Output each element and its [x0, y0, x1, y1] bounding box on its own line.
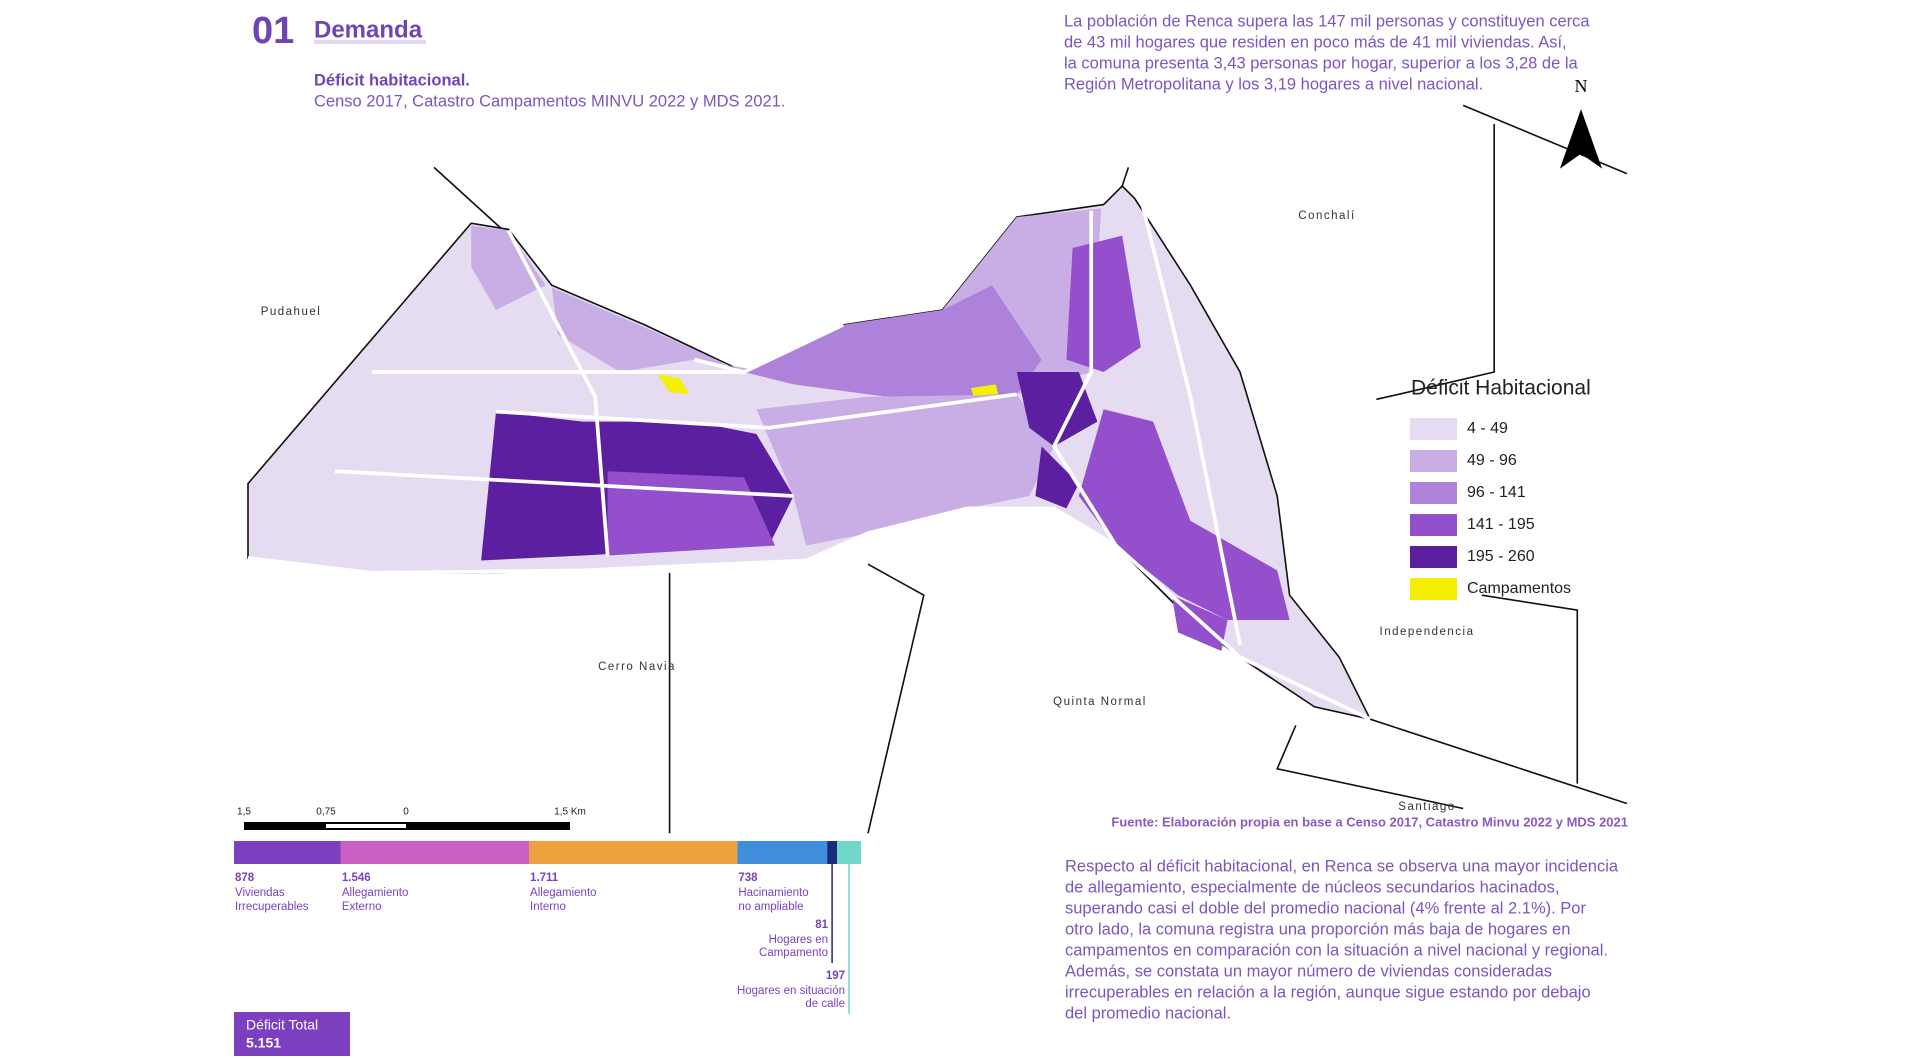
scale-label: 1,5: [237, 807, 251, 818]
total-label: Déficit Total: [246, 1017, 318, 1033]
breakdown-segment: [529, 841, 738, 864]
segment-label: Irrecuperables: [235, 901, 309, 913]
zone: [756, 394, 1054, 546]
legend-label: 195 - 260: [1467, 548, 1535, 565]
segment-value: 738: [738, 872, 758, 884]
breakdown-segment: [234, 841, 341, 864]
place-label: Cerro Navia: [598, 661, 676, 673]
zone: [744, 285, 1042, 400]
zone: [1035, 446, 1079, 509]
zone: [1078, 409, 1290, 620]
legend-label: 141 - 195: [1467, 516, 1535, 533]
segment-label: Allegamiento: [530, 887, 596, 899]
analysis-line: superando casi el doble del promedio nac…: [1065, 899, 1586, 917]
legend-label: 4 - 49: [1467, 420, 1508, 437]
zone: [1066, 235, 1141, 372]
total-value: 5.151: [246, 1035, 281, 1051]
scale-label: 0: [403, 807, 409, 818]
breakdown-segment: [827, 841, 838, 864]
analysis-line: Respecto al déficit habitacional, en Ren…: [1065, 857, 1619, 875]
map: [247, 104, 1628, 834]
place-label: Quinta Normal: [1053, 696, 1147, 708]
breakdown-segment: [837, 841, 861, 864]
legend-swatch: [1410, 482, 1457, 504]
segment-label: Allegamiento: [342, 887, 408, 899]
legend-swatch: [1410, 578, 1457, 600]
place-label: Santiago: [1398, 801, 1455, 813]
legend-swatch: [1410, 546, 1457, 568]
campamento: [657, 374, 690, 395]
segment-value: 81: [815, 919, 828, 931]
north-arrow: [1559, 109, 1603, 169]
scale-label: 0,75: [316, 807, 336, 818]
north-label: N: [1575, 76, 1588, 96]
analysis-line: otro lado, la comuna registra una propor…: [1065, 920, 1570, 938]
analysis-line: del promedio nacional.: [1065, 1004, 1231, 1022]
legend-label: 96 - 141: [1467, 484, 1526, 501]
place-label: Independencia: [1380, 626, 1475, 638]
segment-label: de calle: [805, 998, 845, 1010]
legend-swatch: [1410, 514, 1457, 536]
legend-label: 49 - 96: [1467, 452, 1517, 469]
scale-bar-segment: [326, 824, 406, 828]
segment-label: Hogares en situación: [737, 985, 845, 997]
zone: [471, 225, 546, 310]
intro-line: Región Metropolitana y los 3,19 hogares …: [1064, 75, 1483, 93]
place-label: Pudahuel: [261, 306, 322, 318]
breakdown-segment: [737, 841, 828, 864]
map-source: Censo 2017, Catastro Campamentos MINVU 2…: [314, 92, 785, 110]
analysis-line: irrecuperables en relación a la región, …: [1065, 983, 1591, 1001]
scale-bar-frame: [244, 822, 570, 830]
campamento: [970, 384, 999, 396]
intro-line: La población de Renca supera las 147 mil…: [1064, 12, 1590, 30]
place-label: Conchalí: [1298, 210, 1355, 222]
legend-swatch: [1410, 450, 1457, 472]
analysis-line: campamentos en comparación con la situac…: [1065, 941, 1608, 959]
segment-value: 197: [826, 970, 845, 982]
segment-value: 1.711: [530, 872, 559, 884]
segment-value: 1.546: [342, 872, 371, 884]
map-title: Déficit habitacional.: [314, 71, 470, 89]
total-box: [234, 1012, 350, 1056]
zone: [1016, 372, 1098, 447]
legend-label: Campamentos: [1467, 580, 1571, 597]
section-title: Demanda: [314, 16, 423, 43]
scale-label: 1,5 Km: [554, 807, 586, 818]
title-underline: [314, 40, 426, 44]
map-source-note: Fuente: Elaboración propia en base a Cen…: [1111, 814, 1628, 829]
segment-label: Interno: [530, 901, 566, 913]
section-number: 01: [252, 10, 294, 52]
legend-swatch: [1410, 418, 1457, 440]
segment-label: Campamento: [759, 947, 828, 959]
intro-line: de 43 mil hogares que residen en poco má…: [1064, 33, 1567, 51]
breakdown-segment: [340, 841, 530, 864]
segment-label: no ampliable: [738, 901, 803, 913]
analysis-line: de allegamiento, especialmente de núcleo…: [1065, 878, 1559, 896]
intro-line: la comuna presenta 3,43 personas por hog…: [1064, 54, 1578, 72]
segment-label: Viviendas: [235, 887, 285, 899]
analysis-line: Además, se constata un mayor número de v…: [1065, 962, 1552, 980]
neighbor-borders: [433, 104, 1628, 834]
roads: [247, 197, 1371, 721]
segment-label: Hacinamiento: [738, 887, 808, 899]
segment-value: 878: [235, 872, 255, 884]
segment-label: Externo: [342, 901, 382, 913]
segment-label: Hogares en: [769, 934, 828, 946]
scale-bar: [244, 822, 570, 830]
legend-title: Déficit Habitacional: [1411, 377, 1591, 400]
